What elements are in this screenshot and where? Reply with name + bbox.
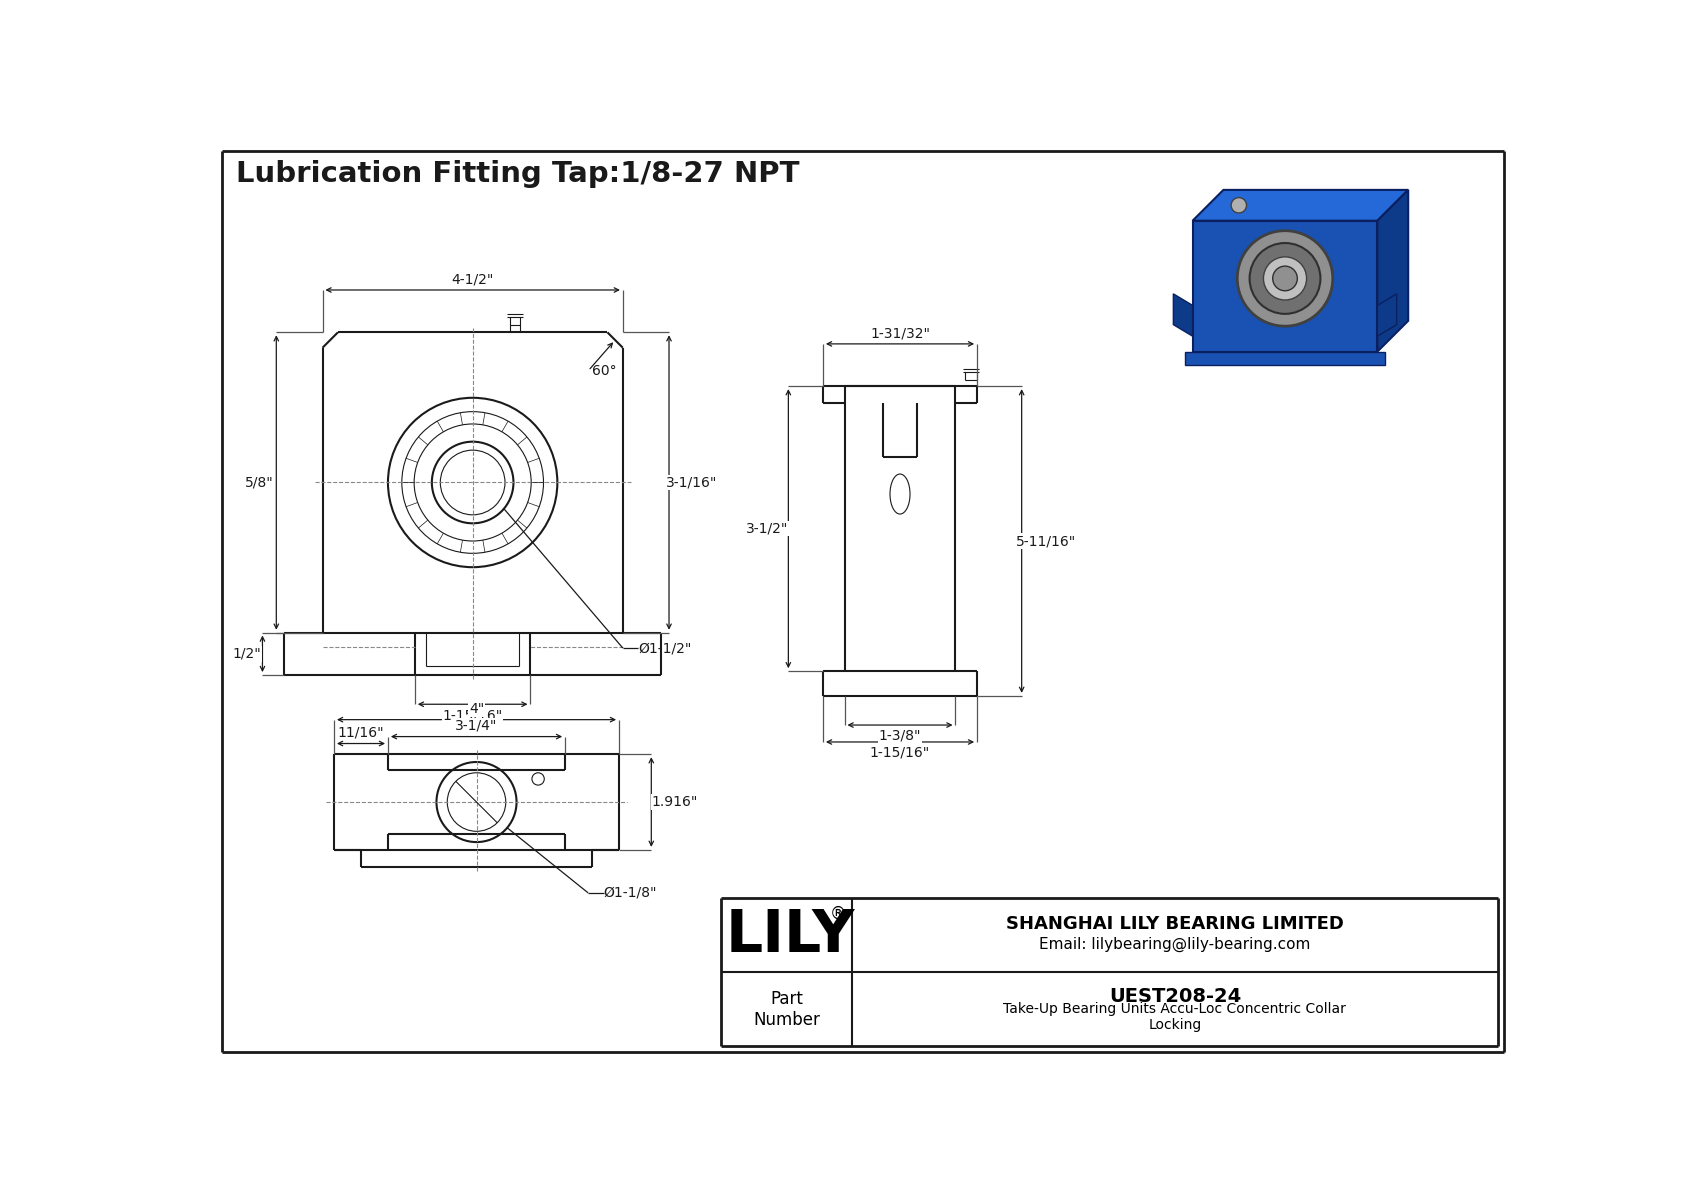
Polygon shape (1186, 351, 1386, 366)
Text: Take-Up Bearing Units Accu-Loc Concentric Collar
Locking: Take-Up Bearing Units Accu-Loc Concentri… (1004, 1002, 1346, 1031)
Circle shape (1273, 266, 1297, 291)
Polygon shape (1378, 294, 1396, 336)
Circle shape (1238, 231, 1332, 326)
Text: 11/16": 11/16" (338, 725, 384, 740)
Polygon shape (1192, 189, 1408, 220)
Text: Lubrication Fitting Tap:1/8-27 NPT: Lubrication Fitting Tap:1/8-27 NPT (236, 161, 800, 188)
Text: Email: lilybearing@lily-bearing.com: Email: lilybearing@lily-bearing.com (1039, 937, 1310, 952)
Polygon shape (1174, 294, 1192, 336)
Text: ®: ® (830, 905, 847, 923)
Text: 60°: 60° (593, 363, 616, 378)
Text: 3-1/4": 3-1/4" (455, 719, 498, 732)
Circle shape (1231, 198, 1246, 213)
Text: 1.916": 1.916" (652, 796, 697, 809)
Circle shape (1250, 243, 1320, 314)
Text: 4": 4" (468, 701, 483, 716)
Circle shape (1263, 257, 1307, 300)
Text: LILY: LILY (726, 906, 855, 964)
Text: 1-3/8": 1-3/8" (879, 729, 921, 743)
Text: Ø1-1/8": Ø1-1/8" (603, 886, 657, 900)
Text: 4-1/2": 4-1/2" (451, 273, 493, 286)
Text: UEST208-24: UEST208-24 (1108, 987, 1241, 1006)
Text: 5-11/16": 5-11/16" (1015, 534, 1076, 548)
Text: Part
Number: Part Number (753, 990, 820, 1029)
Text: 1-15/16": 1-15/16" (443, 707, 504, 722)
Text: 3-1/2": 3-1/2" (746, 522, 788, 536)
Text: 3-1/16": 3-1/16" (667, 475, 717, 490)
Polygon shape (1192, 220, 1378, 351)
Text: 5/8": 5/8" (244, 475, 274, 490)
Text: 1-31/32": 1-31/32" (871, 326, 930, 341)
Text: 1/2": 1/2" (232, 647, 261, 661)
Text: SHANGHAI LILY BEARING LIMITED: SHANGHAI LILY BEARING LIMITED (1005, 916, 1344, 934)
Polygon shape (1378, 189, 1408, 351)
Text: 1-15/16": 1-15/16" (871, 746, 930, 760)
Text: Ø1-1/2": Ø1-1/2" (638, 641, 692, 655)
